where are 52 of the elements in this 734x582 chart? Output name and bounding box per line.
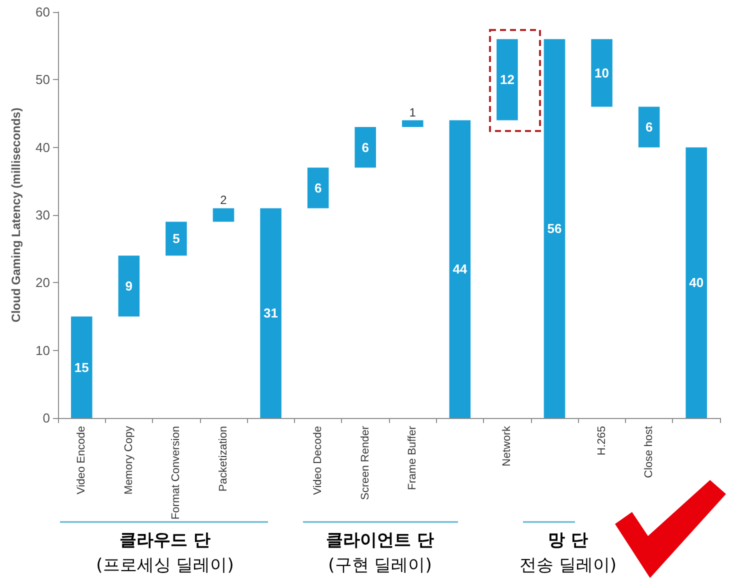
data-label: 6 [314, 180, 322, 196]
data-label: 12 [500, 72, 514, 88]
bar [71, 316, 92, 418]
y-tick-label: 0 [42, 410, 50, 426]
bar [307, 168, 329, 208]
text: 전송 딜레이) [519, 556, 617, 576]
data-label: 5 [172, 231, 180, 246]
text: 클라우드 단 [120, 530, 210, 550]
x-tick-label: Format Conversion [170, 426, 182, 520]
text: (프로세싱 딜레이) [96, 556, 234, 576]
data-label: 1 [409, 105, 416, 120]
x-tick-label: Video Encode [76, 426, 88, 494]
bar [638, 106, 660, 148]
x-tick-label: Video Decode [312, 426, 324, 495]
x-tick-label: H.265 [596, 426, 608, 456]
y-axis-title: Cloud Gaming Latency (milliseconds) [9, 108, 23, 322]
bar [686, 147, 707, 418]
bar [166, 222, 187, 256]
data-label: 9 [125, 278, 133, 294]
y-tick-label: 20 [36, 275, 50, 290]
data-label: 44 [452, 262, 468, 277]
text: 클라이언트 단 [326, 530, 434, 550]
bar [118, 256, 140, 316]
data-label: 15 [74, 360, 89, 375]
x-tick-label: Packetization [218, 426, 230, 492]
text: 망 단 [548, 530, 588, 550]
x-tick-label: Close host [643, 426, 656, 478]
y-tick-label: 40 [36, 140, 50, 155]
y-tick-label: 50 [36, 72, 50, 88]
bar [260, 208, 282, 418]
bar [402, 120, 424, 128]
x-tick-label: Network [501, 426, 514, 466]
bar [544, 39, 566, 418]
bar [212, 208, 234, 222]
data-label: 40 [689, 275, 704, 290]
y-tick-label: 60 [36, 4, 50, 20]
text: (구현 딜레이) [328, 556, 432, 576]
bar [354, 127, 376, 168]
data-label: 6 [362, 140, 369, 155]
y-tick-label: 30 [36, 208, 50, 222]
bar [496, 39, 518, 120]
bar [449, 120, 471, 418]
data-label: 10 [594, 65, 610, 80]
x-tick-label: Frame Buffer [406, 426, 419, 490]
x-tick-label: Screen Render [359, 426, 372, 500]
data-label: 31 [264, 306, 278, 321]
data-label: 6 [645, 120, 653, 135]
bar [591, 39, 612, 107]
data-label: 56 [547, 221, 562, 236]
x-tick-label: Memory Copy [122, 426, 135, 494]
y-tick-label: 10 [36, 342, 50, 358]
data-label: 2 [220, 193, 228, 208]
